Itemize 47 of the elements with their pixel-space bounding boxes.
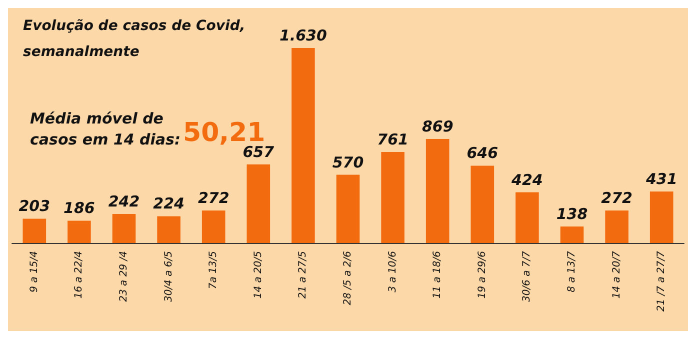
data-label: 224 bbox=[153, 194, 184, 213]
data-label: 431 bbox=[644, 170, 678, 188]
x-tick-label: 9 a 15/4 bbox=[28, 251, 40, 292]
x-tick-label: 28 /5 a 2/6 bbox=[342, 251, 354, 306]
data-label: 203 bbox=[18, 197, 50, 216]
chart-title: Evolução de casos de Covid, semanalmente bbox=[23, 18, 246, 60]
data-label: 1.630 bbox=[279, 26, 327, 44]
data-label: 138 bbox=[556, 204, 588, 223]
bar bbox=[560, 226, 584, 243]
x-tick-label: 21 /7 a 27/7 bbox=[656, 250, 668, 312]
data-label: 761 bbox=[377, 130, 408, 148]
data-label: 570 bbox=[332, 153, 364, 172]
bar bbox=[246, 164, 270, 243]
bar bbox=[336, 174, 360, 243]
x-tick-label: 30/4 a 6/5 bbox=[163, 251, 174, 302]
data-label: 272 bbox=[198, 188, 230, 207]
bar bbox=[426, 139, 450, 243]
data-label: 242 bbox=[108, 192, 140, 211]
data-label: 272 bbox=[601, 188, 632, 207]
x-tick-label: 14 a 20/7 bbox=[611, 250, 622, 299]
bar bbox=[202, 210, 226, 243]
bar bbox=[605, 210, 628, 243]
bar bbox=[68, 220, 91, 243]
bar bbox=[112, 214, 136, 243]
bar bbox=[381, 152, 404, 243]
x-tick-label: 7a 13/5 bbox=[208, 251, 220, 290]
x-tick-label: 19 a 29/6 bbox=[476, 251, 488, 299]
bar bbox=[516, 192, 539, 243]
bar bbox=[22, 218, 46, 243]
data-label: 186 bbox=[64, 199, 95, 218]
x-tick-label: 30/6 a 7/7 bbox=[522, 250, 533, 302]
x-tick-label: 3 a 10/6 bbox=[387, 251, 398, 292]
x-tick-label: 23 a 29 /4 bbox=[118, 251, 130, 302]
x-tick-label: 14 a 20/5 bbox=[252, 251, 264, 299]
bar bbox=[292, 48, 315, 243]
data-label: 869 bbox=[422, 118, 454, 136]
x-tick-label: 16 a 22/4 bbox=[74, 251, 85, 299]
data-label: 657 bbox=[242, 142, 275, 161]
bar bbox=[157, 216, 180, 243]
bar bbox=[470, 166, 494, 243]
x-tick-label: 21 a 27/5 bbox=[298, 251, 309, 299]
x-tick-label: 8 a 13/7 bbox=[566, 250, 578, 292]
x-tick-label: 11 a 18/6 bbox=[432, 251, 444, 299]
annotation: Média móvel de casos em 14 dias: bbox=[30, 110, 180, 148]
bar bbox=[650, 191, 674, 243]
data-label: 646 bbox=[466, 144, 498, 162]
data-label: 424 bbox=[510, 170, 543, 189]
